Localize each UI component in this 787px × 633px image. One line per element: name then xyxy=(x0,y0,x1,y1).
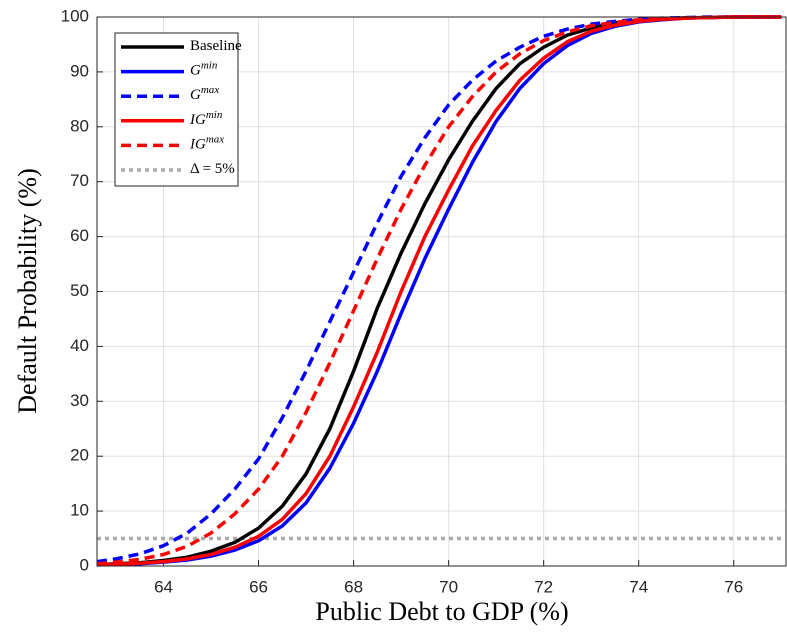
legend-name: G xyxy=(190,88,201,104)
legend-name: Δ = 5% xyxy=(190,161,235,177)
y-axis-label: Default Probability (%) xyxy=(13,168,42,414)
x-axis-label: Public Debt to GDP (%) xyxy=(315,597,568,626)
series-line xyxy=(96,15,782,564)
x-tick-label: 70 xyxy=(439,577,458,596)
legend-label: IGmax xyxy=(189,133,224,153)
y-tick-label: 40 xyxy=(70,336,89,355)
y-tick-label: 60 xyxy=(70,226,89,245)
legend-label: Δ = 5% xyxy=(190,161,235,177)
legend-label: Baseline xyxy=(190,38,242,54)
y-tick-label: 0 xyxy=(80,555,89,574)
legend-name: G xyxy=(190,63,201,79)
legend-name: IG xyxy=(189,137,206,153)
y-tick-label: 70 xyxy=(70,171,89,190)
x-tick-label: 74 xyxy=(629,577,648,596)
legend-label: Gmax xyxy=(190,84,219,104)
legend-superscript: min xyxy=(201,59,218,71)
legend-box xyxy=(114,32,239,187)
legend-superscript: min xyxy=(206,108,223,120)
x-tick-label: 64 xyxy=(154,577,173,596)
legend-superscript: max xyxy=(201,84,219,96)
y-tick-label: 80 xyxy=(70,116,89,135)
legend-label: Gmin xyxy=(190,59,218,79)
legend-name: IG xyxy=(189,112,206,128)
y-tick-label: 90 xyxy=(70,61,89,80)
y-tick-label: 100 xyxy=(61,6,89,25)
y-tick-label: 20 xyxy=(70,446,89,465)
x-tick-label: 68 xyxy=(344,577,363,596)
y-tick-label: 50 xyxy=(70,281,89,300)
x-tick-label: 76 xyxy=(724,577,743,596)
legend-label: IGmin xyxy=(189,108,223,128)
x-tick-label: 72 xyxy=(534,577,553,596)
legend-name: Baseline xyxy=(190,38,242,54)
x-tick-label: 66 xyxy=(249,577,268,596)
legend-superscript: max xyxy=(206,133,224,145)
series-line xyxy=(96,15,782,566)
plot-frame xyxy=(96,16,787,567)
y-tick-label: 10 xyxy=(70,501,89,520)
y-tick-label: 30 xyxy=(70,391,89,410)
